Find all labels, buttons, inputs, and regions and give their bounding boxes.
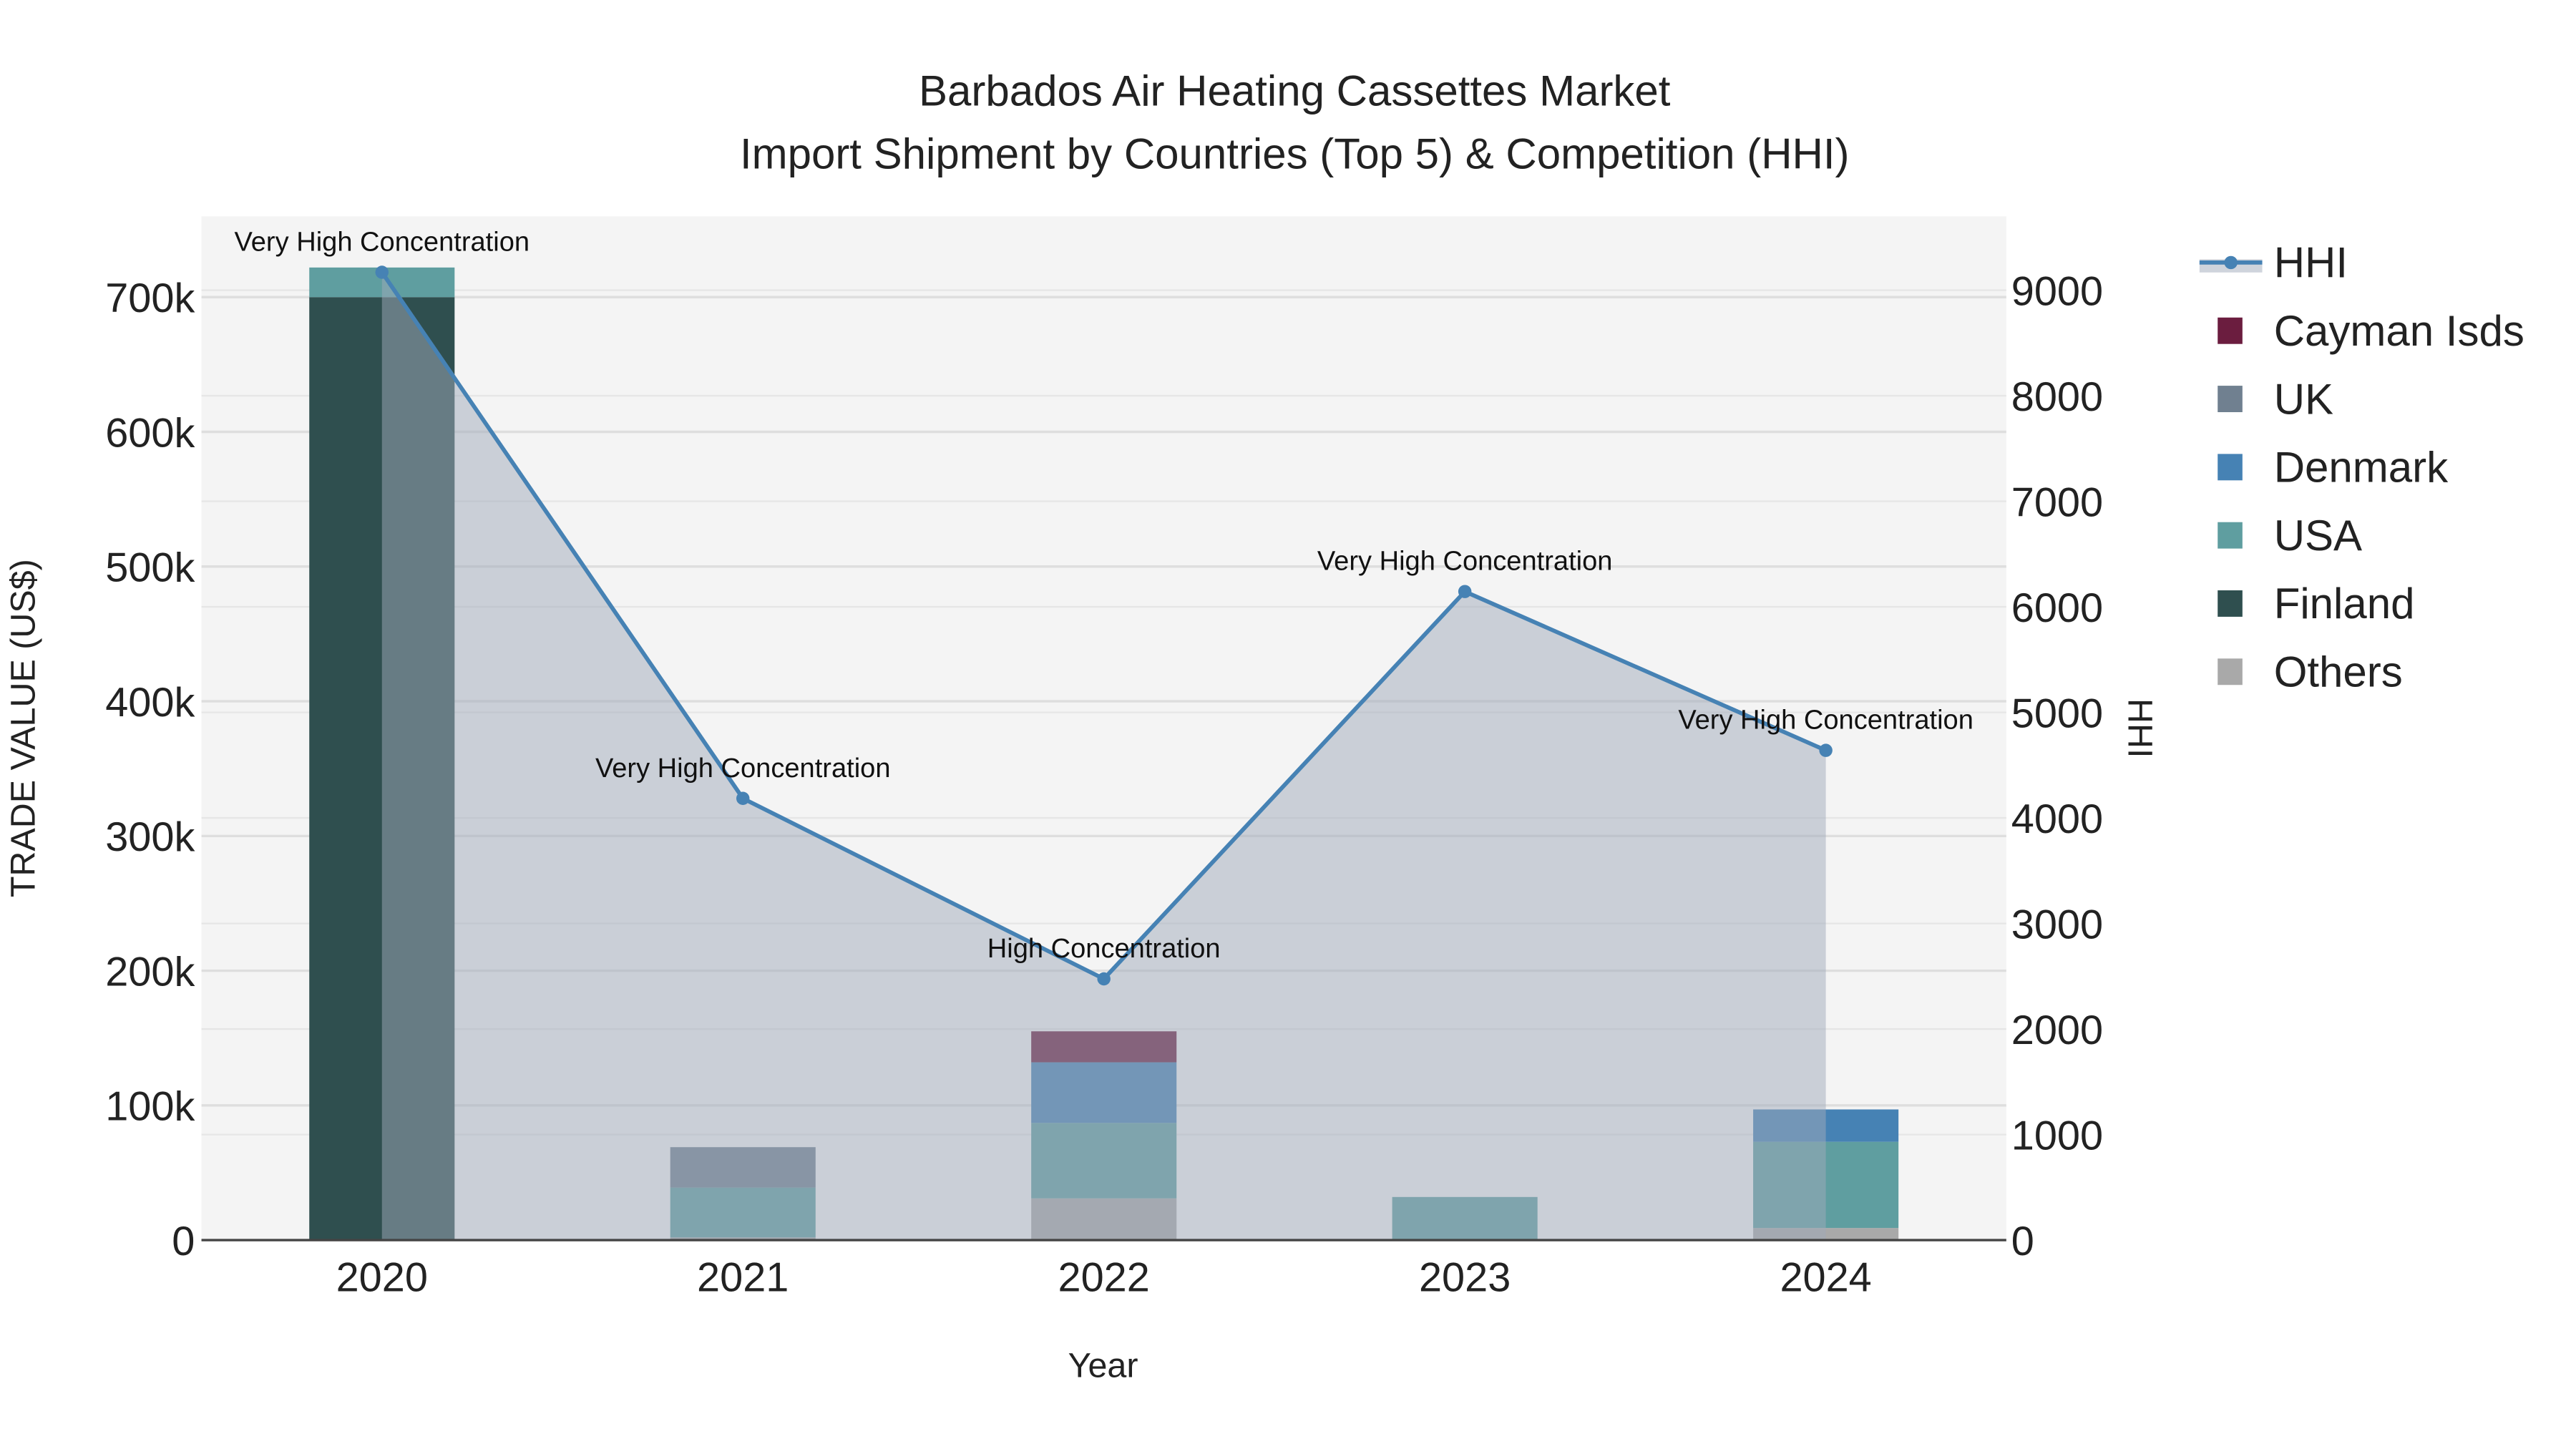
y2-tick-label: 3000: [2011, 902, 2103, 947]
y-tick-label: 300k: [105, 814, 195, 860]
legend-swatch-uk: [2218, 386, 2243, 412]
hhi-point-2020: [375, 265, 389, 279]
y2-tick-label: 7000: [2011, 479, 2103, 525]
y-tick-label: 600k: [105, 410, 195, 456]
legend-hhi-marker: [2224, 255, 2238, 270]
legend-label: Cayman Isds: [2274, 307, 2524, 355]
hhi-annotation: Very High Concentration: [1317, 547, 1613, 577]
y2-tick-label: 0: [2011, 1219, 2034, 1264]
chart-subtitle: Import Shipment by Countries (Top 5) & C…: [740, 130, 1850, 177]
hhi-annotation: Very High Concentration: [234, 227, 530, 257]
legend-swatch-cayman-isds: [2218, 317, 2243, 344]
legend-label: Finland: [2274, 580, 2415, 628]
hhi-annotation: Very High Concentration: [595, 753, 891, 784]
legend-label: UK: [2274, 375, 2333, 423]
y-axis-title: TRADE VALUE (US$): [4, 559, 42, 897]
legend-swatch-finland: [2218, 590, 2243, 617]
y-tick-label: 200k: [105, 949, 195, 995]
hhi-point-2023: [1458, 585, 1472, 598]
y-tick-label: 0: [172, 1219, 195, 1264]
legend-label: Others: [2274, 648, 2403, 696]
x-tick-label: 2021: [697, 1255, 789, 1301]
legend-label: USA: [2274, 512, 2362, 560]
y2-tick-label: 9000: [2011, 268, 2103, 314]
x-tick-label: 2024: [1780, 1255, 1871, 1301]
hhi-annotation: High Concentration: [987, 934, 1221, 964]
y2-tick-label: 5000: [2011, 691, 2103, 736]
hhi-area: [381, 272, 1826, 1241]
legend-swatch-others: [2218, 658, 2243, 686]
y2-tick-label: 4000: [2011, 796, 2103, 842]
legend-label: HHI: [2274, 239, 2348, 287]
legend-swatch-denmark: [2218, 454, 2243, 481]
y2-tick-label: 8000: [2011, 374, 2103, 420]
x-axis-title: Year: [1068, 1347, 1138, 1385]
legend: HHI Cayman Isds UK Denmark USA Finland Others: [2199, 239, 2524, 696]
y2-tick-label: 6000: [2011, 585, 2103, 631]
y2-axis-title: HHI: [2121, 698, 2160, 758]
hhi-annotation: Very High Concentration: [1678, 706, 1974, 736]
y2-tick-label: 1000: [2011, 1113, 2103, 1158]
y2-tick-label: 2000: [2011, 1008, 2103, 1053]
y-tick-label: 100k: [105, 1084, 195, 1130]
y-tick-label: 700k: [105, 275, 195, 321]
chart-title: Barbados Air Heating Cassettes Market: [919, 67, 1671, 115]
x-tick-label: 2023: [1419, 1255, 1511, 1301]
hhi-point-2022: [1097, 972, 1111, 986]
y-tick-label: 400k: [105, 680, 195, 726]
hhi-point-2024: [1819, 743, 1833, 757]
x-tick-label: 2020: [336, 1255, 428, 1301]
x-tick-label: 2022: [1058, 1255, 1150, 1301]
y-tick-label: 500k: [105, 545, 195, 591]
legend-label: Denmark: [2274, 444, 2449, 492]
legend-swatch-usa: [2218, 522, 2243, 549]
hhi-point-2021: [736, 791, 750, 806]
